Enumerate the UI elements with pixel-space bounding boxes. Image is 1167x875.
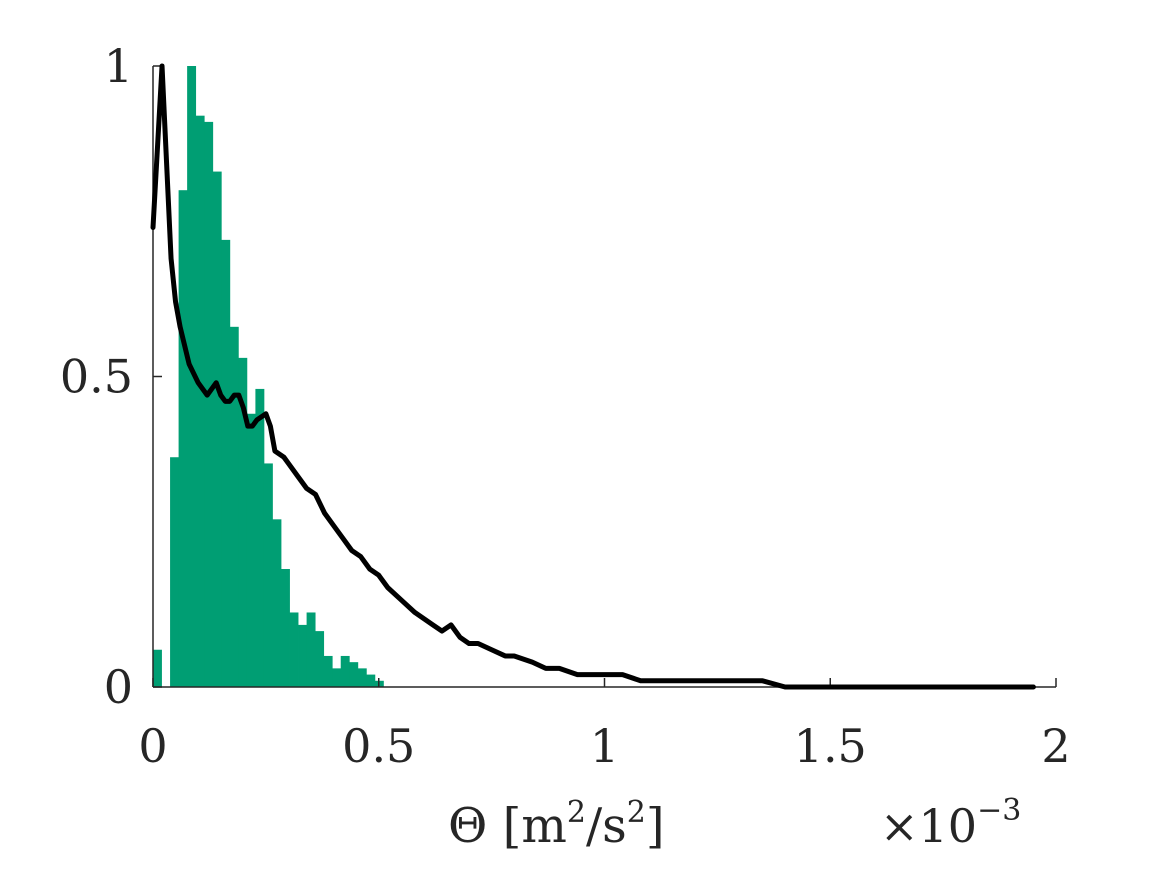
y-tick-label: 0.5 (60, 350, 133, 404)
histogram-bar (153, 649, 162, 687)
axis-labels: Θ [m2/s2] ×10−3 (448, 793, 1021, 854)
y-tick-label: 0 (104, 660, 133, 714)
x-tick-label: 1.5 (794, 719, 867, 773)
histogram-bar (246, 413, 256, 687)
x-axis-label: Θ [m2/s2] (448, 795, 665, 854)
histogram-bar (272, 519, 282, 687)
density-line (150, 63, 1036, 690)
histogram-bar (229, 326, 239, 687)
x-axis-multiplier-base: ×10 (880, 799, 977, 853)
x-axis-multiplier-exponent: −3 (977, 793, 1021, 828)
histogram-bar (204, 121, 214, 687)
histogram-bar (238, 357, 248, 687)
x-tick-label: 0.5 (342, 719, 415, 773)
histogram-bar (255, 388, 265, 687)
line-series (150, 63, 1036, 690)
y-tick-label: 1 (104, 39, 133, 93)
histogram-bar (340, 655, 350, 687)
histogram-bar (195, 115, 205, 688)
histogram-bar (187, 66, 197, 687)
x-tick-label: 2 (1041, 719, 1070, 773)
histogram-bar (323, 655, 333, 687)
histogram-bars (153, 66, 384, 688)
histogram-bar (298, 624, 307, 687)
histogram-bar (170, 457, 179, 687)
x-axis-label-main: Θ [m (448, 798, 567, 854)
x-axis-label-sup-1: 2 (567, 795, 586, 830)
x-axis-label-end: ] (646, 798, 665, 854)
histogram-bar (315, 631, 325, 687)
histogram-bar (332, 668, 342, 687)
histogram-bar (289, 612, 299, 687)
histogram-bar (221, 239, 231, 687)
x-axis-label-mid: /s (586, 798, 627, 854)
histogram-bar (281, 569, 290, 687)
histogram-bar (263, 463, 273, 687)
x-axis-multiplier: ×10−3 (880, 793, 1021, 853)
histogram-bar (349, 662, 359, 687)
ticks: 0 0.5 1 1.5 2 0 0.5 1 (60, 39, 1071, 773)
histogram-bar (366, 674, 376, 687)
x-tick-label: 0 (138, 719, 167, 773)
histogram-bar (178, 190, 188, 687)
histogram-bar (212, 171, 222, 687)
x-tick-label: 1 (590, 719, 619, 773)
histogram-bar (357, 668, 367, 687)
histogram-bar (306, 612, 316, 687)
x-axis-label-sup-2: 2 (627, 795, 646, 830)
